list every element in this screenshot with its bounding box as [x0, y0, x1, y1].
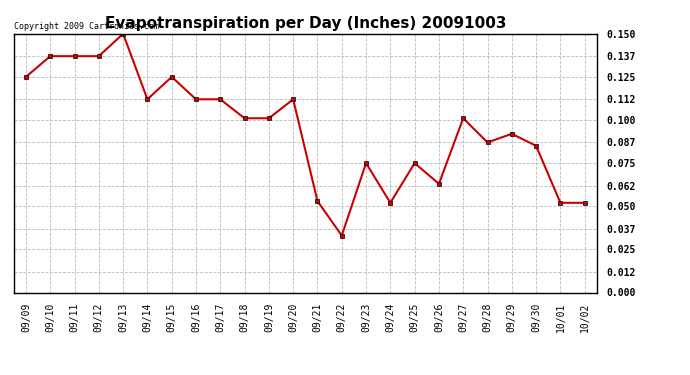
- Text: Copyright 2009 Cartronics.com: Copyright 2009 Cartronics.com: [14, 22, 159, 31]
- Title: Evapotranspiration per Day (Inches) 20091003: Evapotranspiration per Day (Inches) 2009…: [105, 16, 506, 31]
